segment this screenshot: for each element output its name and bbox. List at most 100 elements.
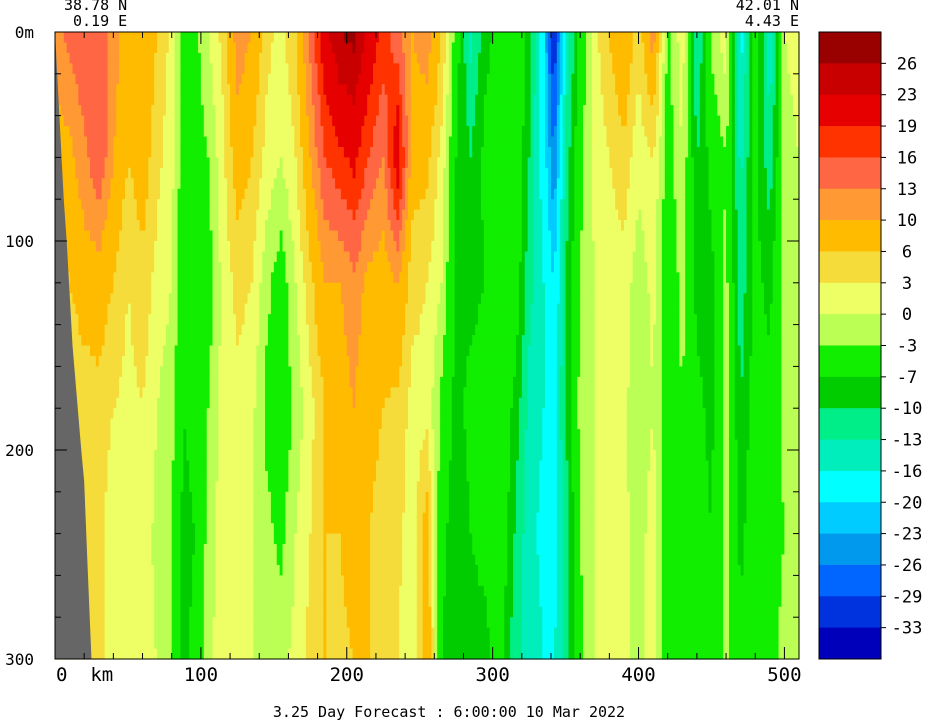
heatmap-cell: [110, 157, 114, 169]
heatmap-cell: [107, 272, 112, 284]
heatmap-cell: [218, 272, 222, 284]
heatmap-cell: [195, 596, 199, 608]
heatmap-cell: [125, 303, 129, 315]
heatmap-cell: [151, 596, 155, 608]
heatmap-cell: [107, 209, 112, 221]
heatmap-cell: [186, 261, 190, 273]
heatmap-cell: [84, 314, 88, 326]
heatmap-cell: [171, 220, 176, 232]
heatmap-cell: [154, 167, 158, 179]
heatmap-cell: [195, 408, 199, 420]
heatmap-cell: [107, 397, 112, 409]
heatmap-cell: [116, 157, 120, 169]
heatmap-cell: [87, 105, 91, 117]
heatmap-cell: [92, 241, 97, 253]
heatmap-cell: [189, 596, 193, 608]
heatmap-cell: [133, 638, 138, 650]
heatmap-cell: [186, 481, 190, 493]
heatmap-cell: [209, 544, 214, 556]
heatmap-cell: [145, 554, 149, 566]
heatmap-cell: [122, 429, 126, 441]
heatmap-cell: [104, 220, 109, 232]
heatmap-cell: [148, 439, 152, 451]
heatmap-cell: [87, 52, 91, 64]
heatmap-cell: [122, 42, 126, 54]
heatmap-cell: [125, 105, 129, 117]
heatmap-cell: [206, 345, 211, 357]
heatmap-cell: [84, 397, 88, 409]
heatmap-cell: [127, 167, 132, 179]
heatmap-cell: [136, 314, 141, 326]
heatmap-cell: [95, 460, 100, 472]
heatmap-cell: [78, 387, 82, 399]
heatmap-cell: [145, 230, 149, 242]
heatmap-cell: [183, 429, 187, 441]
heatmap-cell: [215, 63, 219, 75]
heatmap-cell: [98, 136, 103, 148]
heatmap-cell: [122, 314, 126, 326]
heatmap-cell: [197, 199, 202, 211]
heatmap-cell: [92, 146, 97, 158]
heatmap-cell: [160, 251, 164, 263]
heatmap-cell: [203, 115, 208, 127]
heatmap-cell: [200, 460, 205, 472]
heatmap-cell: [110, 251, 114, 263]
heatmap-cell: [130, 209, 135, 221]
heatmap-cell: [148, 324, 152, 336]
heatmap-cell: [203, 617, 208, 629]
heatmap-cell: [189, 32, 193, 44]
heatmap-cell: [63, 84, 68, 96]
heatmap-cell: [200, 345, 205, 357]
heatmap-cell: [183, 491, 187, 503]
heatmap-cell: [209, 209, 214, 221]
heatmap-cell: [90, 32, 94, 44]
heatmap-cell: [174, 303, 179, 315]
heatmap-cell: [125, 209, 129, 221]
heatmap-cell: [92, 157, 97, 169]
heatmap-cell: [92, 596, 97, 608]
heatmap-cell: [63, 94, 68, 106]
heatmap-cell: [95, 324, 100, 336]
heatmap-cell: [160, 126, 164, 138]
heatmap-cell: [151, 502, 155, 514]
heatmap-cell: [197, 564, 202, 576]
heatmap-cell: [168, 42, 173, 54]
heatmap-cell: [75, 314, 79, 326]
heatmap-cell: [168, 638, 173, 650]
heatmap-cell: [192, 408, 196, 420]
heatmap-cell: [130, 418, 135, 430]
heatmap-cell: [66, 126, 71, 138]
heatmap-cell: [197, 314, 202, 326]
heatmap-cell: [92, 42, 97, 54]
heatmap-cell: [162, 146, 167, 158]
heatmap-cell: [218, 167, 222, 179]
heatmap-cell: [197, 606, 202, 618]
heatmap-cell: [154, 617, 158, 629]
heatmap-cell: [127, 220, 132, 232]
heatmap-cell: [162, 303, 167, 315]
heatmap-cell: [209, 429, 214, 441]
heatmap-cell: [136, 293, 141, 305]
heatmap-cell: [116, 335, 120, 347]
heatmap-cell: [130, 126, 135, 138]
heatmap-cell: [151, 73, 155, 85]
heatmap-cell: [116, 554, 120, 566]
heatmap-cell: [154, 42, 158, 54]
heatmap-cell: [133, 460, 138, 472]
heatmap-cell: [136, 512, 141, 524]
heatmap-cell: [66, 199, 71, 211]
heatmap-cell: [212, 209, 217, 221]
heatmap-cell: [110, 554, 114, 566]
heatmap-cell: [177, 105, 182, 117]
heatmap-cell: [157, 460, 161, 472]
heatmap-cell: [212, 63, 217, 75]
heatmap-cell: [81, 105, 85, 117]
heatmap-cell: [180, 648, 184, 660]
heatmap-cell: [136, 397, 141, 409]
heatmap-cell: [154, 63, 158, 75]
heatmap-cell: [125, 355, 129, 367]
heatmap-cell: [218, 157, 222, 169]
heatmap-cell: [87, 42, 91, 54]
heatmap-cell: [171, 502, 176, 514]
heatmap-cell: [87, 167, 91, 179]
